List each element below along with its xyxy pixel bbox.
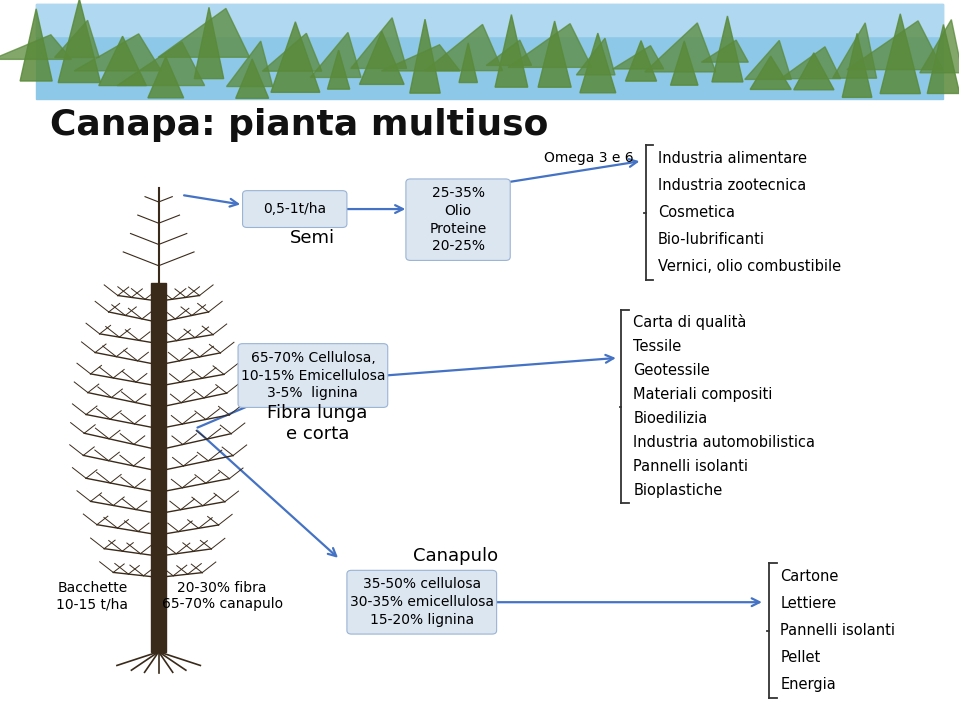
Polygon shape [360, 31, 404, 85]
Polygon shape [847, 21, 943, 70]
Bar [36, 4, 944, 36]
Bar [152, 283, 166, 651]
Text: Industria zootecnica: Industria zootecnica [658, 178, 806, 193]
Polygon shape [644, 23, 715, 72]
Text: 20-30% fibra
65-70% canapulo: 20-30% fibra 65-70% canapulo [162, 581, 283, 611]
Polygon shape [794, 53, 834, 90]
Polygon shape [712, 16, 743, 82]
Polygon shape [55, 20, 99, 58]
Polygon shape [508, 23, 592, 68]
Polygon shape [148, 57, 184, 98]
Text: Bioplastiche: Bioplastiche [633, 483, 722, 498]
Polygon shape [842, 33, 872, 98]
Text: Industria automobilistica: Industria automobilistica [633, 435, 815, 450]
Text: Pellet: Pellet [781, 650, 820, 665]
Text: Tessile: Tessile [633, 339, 682, 354]
Text: Canapulo: Canapulo [412, 547, 498, 565]
Polygon shape [58, 0, 101, 83]
Polygon shape [271, 22, 320, 93]
Polygon shape [781, 47, 840, 79]
Polygon shape [701, 40, 748, 62]
Polygon shape [880, 14, 921, 93]
Text: Pannelli isolanti: Pannelli isolanti [633, 459, 748, 474]
Text: Pannelli isolanti: Pannelli isolanti [781, 623, 895, 638]
Polygon shape [495, 15, 527, 87]
Text: Bio-lubrificanti: Bio-lubrificanti [658, 232, 764, 247]
Text: 65-70% Cellulosa,
10-15% Emicellulosa
3-5%  lignina: 65-70% Cellulosa, 10-15% Emicellulosa 3-… [241, 351, 386, 400]
Polygon shape [920, 19, 959, 73]
Polygon shape [538, 21, 572, 88]
Text: 25-35%
Olio
Proteine
20-25%: 25-35% Olio Proteine 20-25% [430, 186, 486, 253]
Polygon shape [236, 59, 269, 98]
Text: Semi: Semi [291, 229, 336, 247]
Polygon shape [20, 9, 52, 81]
Text: Omega 3 e 6: Omega 3 e 6 [545, 151, 634, 165]
Polygon shape [750, 56, 791, 90]
Polygon shape [327, 50, 350, 89]
Text: 0,5-1t/ha: 0,5-1t/ha [263, 202, 326, 216]
FancyBboxPatch shape [243, 191, 347, 227]
Polygon shape [263, 33, 322, 71]
Polygon shape [580, 33, 616, 93]
Polygon shape [832, 23, 877, 78]
Text: Geotessile: Geotessile [633, 363, 710, 378]
Polygon shape [409, 19, 440, 93]
Text: Canapa: pianta multiuso: Canapa: pianta multiuso [50, 108, 549, 142]
Text: Bioedilizia: Bioedilizia [633, 412, 708, 426]
Polygon shape [195, 7, 223, 78]
Text: Materiali compositi: Materiali compositi [633, 387, 773, 402]
Polygon shape [576, 38, 615, 75]
Bar [36, 4, 944, 99]
Text: Industria alimentare: Industria alimentare [658, 151, 807, 167]
Polygon shape [0, 35, 72, 59]
Polygon shape [382, 45, 460, 71]
Polygon shape [625, 41, 657, 81]
Polygon shape [226, 41, 272, 87]
Text: Vernici, olio combustibile: Vernici, olio combustibile [658, 259, 841, 274]
FancyBboxPatch shape [238, 344, 387, 407]
Polygon shape [459, 43, 478, 83]
Polygon shape [311, 33, 362, 78]
Polygon shape [425, 24, 503, 70]
Text: Energia: Energia [781, 677, 836, 692]
Polygon shape [670, 41, 698, 85]
Text: Cartone: Cartone [781, 569, 838, 585]
Polygon shape [486, 40, 531, 66]
Polygon shape [745, 41, 791, 80]
Text: Carta di qualità: Carta di qualità [633, 315, 746, 330]
Text: Cosmetica: Cosmetica [658, 205, 735, 220]
Polygon shape [74, 34, 161, 70]
Text: Bacchette
10-15 t/ha: Bacchette 10-15 t/ha [57, 581, 129, 611]
Polygon shape [158, 9, 249, 57]
Polygon shape [613, 46, 664, 69]
Polygon shape [117, 42, 204, 85]
FancyBboxPatch shape [347, 570, 497, 634]
Polygon shape [351, 18, 407, 68]
Polygon shape [99, 36, 147, 85]
Text: Lettiere: Lettiere [781, 596, 836, 611]
Text: 35-50% cellulosa
30-35% emicellulosa
15-20% lignina: 35-50% cellulosa 30-35% emicellulosa 15-… [350, 577, 494, 627]
FancyBboxPatch shape [406, 179, 510, 261]
Text: Fibra lunga
e corta: Fibra lunga e corta [268, 404, 367, 443]
Polygon shape [927, 24, 959, 93]
